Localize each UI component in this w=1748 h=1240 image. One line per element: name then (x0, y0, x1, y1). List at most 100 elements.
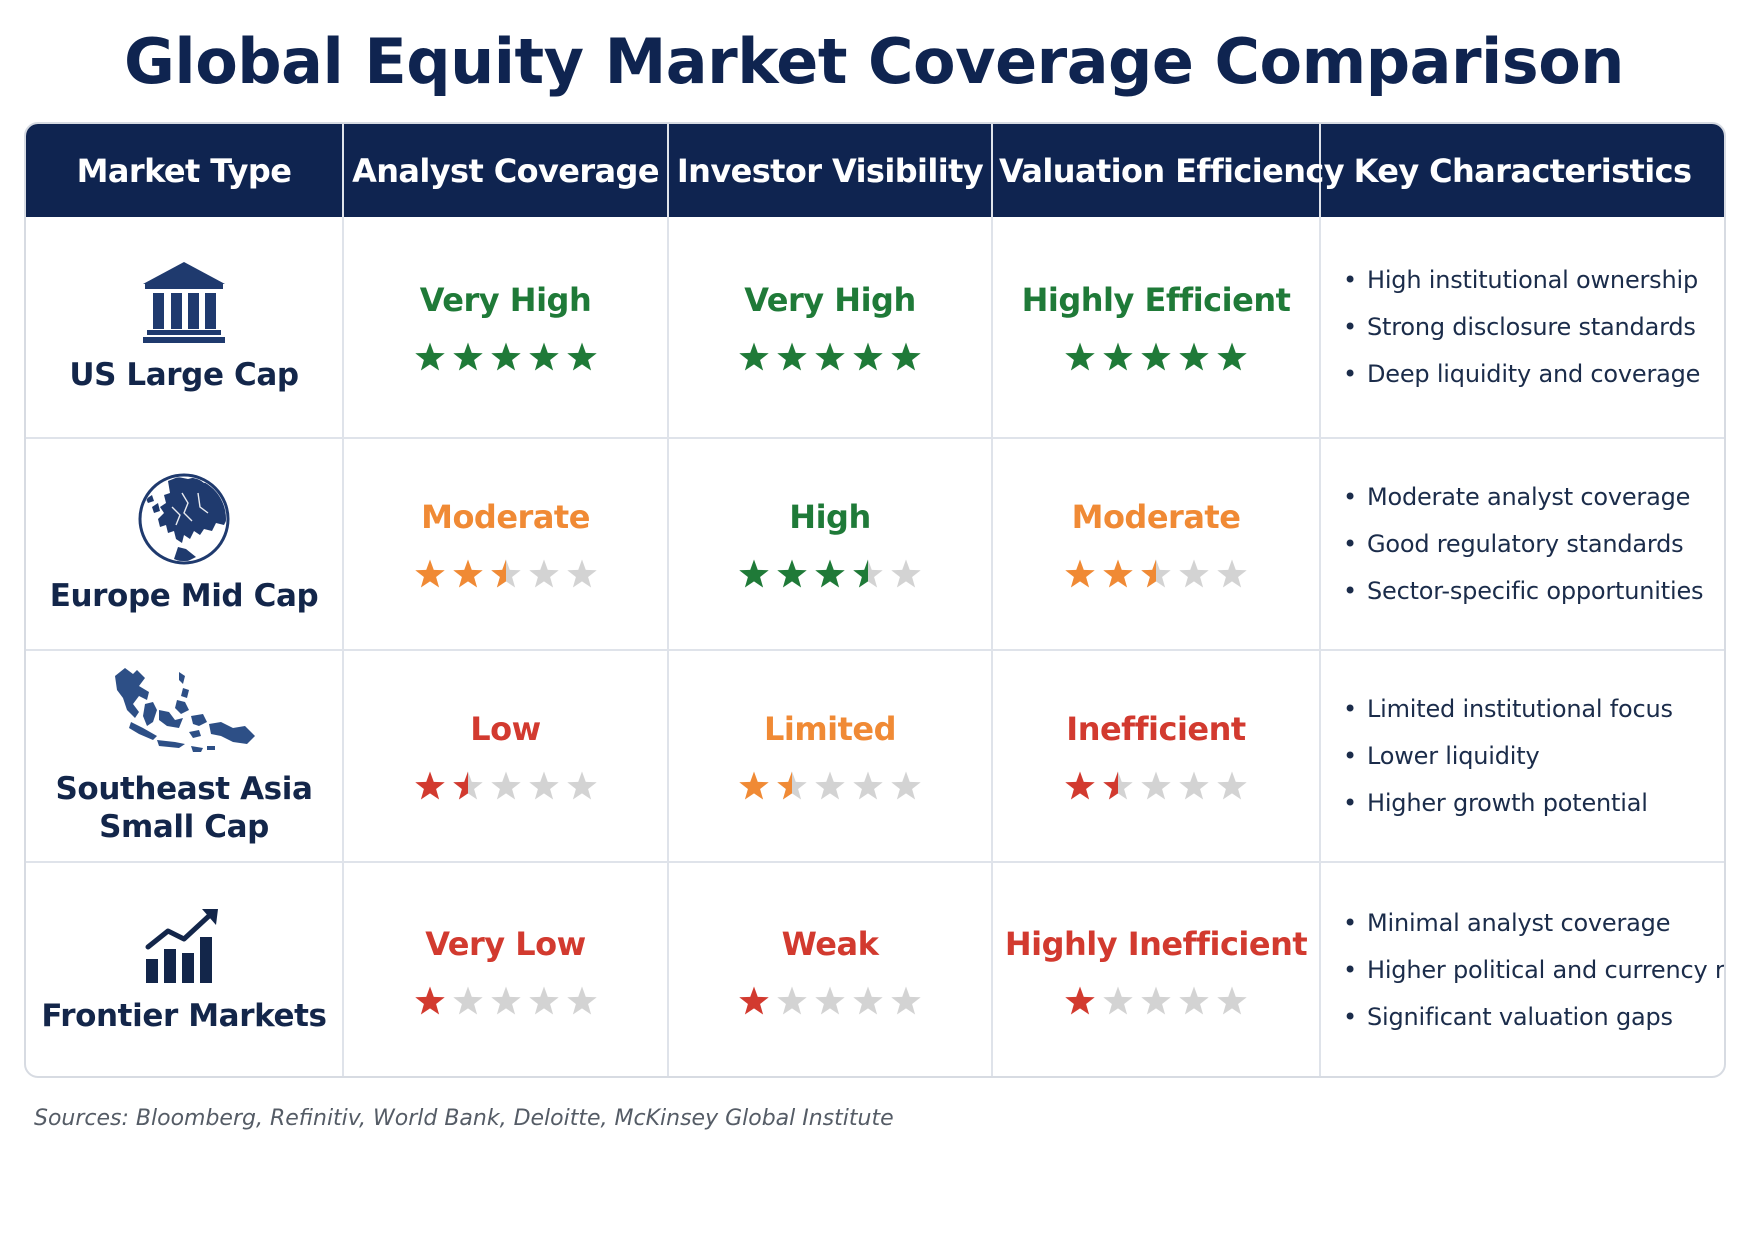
star-rating (344, 986, 667, 1018)
header-investor-visibility: Investor Visibility (668, 124, 993, 217)
rating-label: Inefficient (1066, 710, 1246, 748)
star-rating (669, 986, 991, 1018)
characteristics-list: High institutional ownership Strong disc… (1321, 257, 1724, 398)
market-name: Southeast Asia Small Cap (56, 770, 313, 846)
star-empty-icon (853, 771, 883, 800)
star-filled-icon (1103, 342, 1133, 371)
star-filled-icon (1065, 559, 1095, 588)
star-empty-icon (1103, 986, 1133, 1015)
star-filled-icon (566, 342, 597, 371)
star-half-icon (452, 771, 483, 800)
investor-visibility-cell: High (668, 438, 993, 651)
star-filled-icon (1141, 342, 1171, 371)
star-filled-icon (414, 771, 445, 800)
page-title: Global Equity Market Coverage Comparison (124, 25, 1624, 98)
list-item: High institutional ownership (1343, 257, 1724, 304)
analyst-coverage-cell: Very High (343, 217, 669, 439)
market-name: Europe Mid Cap (49, 578, 319, 614)
valuation-efficiency-cell: Highly Efficient (992, 217, 1321, 439)
list-item: Limited institutional focus (1343, 686, 1724, 733)
star-empty-icon (528, 986, 559, 1015)
star-filled-icon (528, 342, 559, 371)
key-characteristics-cell: High institutional ownership Strong disc… (1320, 217, 1724, 439)
star-filled-icon (815, 342, 845, 371)
star-filled-icon (1217, 342, 1247, 371)
star-empty-icon (566, 771, 597, 800)
star-empty-icon (891, 986, 921, 1015)
star-empty-icon (891, 771, 921, 800)
market-cell: Frontier Markets (26, 862, 344, 1076)
star-filled-icon (414, 559, 445, 588)
star-filled-icon (739, 771, 769, 800)
star-filled-icon (777, 342, 807, 371)
characteristics-list: Limited institutional focus Lower liquid… (1321, 686, 1724, 827)
comparison-table: Market Type Analyst Coverage Investor Vi… (24, 122, 1726, 1078)
star-filled-icon (739, 559, 769, 588)
star-empty-icon (452, 986, 483, 1015)
star-empty-icon (566, 559, 597, 588)
market-cell: Europe Mid Cap (26, 438, 344, 651)
list-item: Significant valuation gaps (1343, 994, 1724, 1041)
valuation-efficiency-cell: Inefficient (992, 650, 1321, 863)
star-filled-icon (414, 986, 445, 1015)
rating-label: Highly Efficient (1021, 281, 1291, 319)
star-half-icon (490, 559, 521, 588)
rating-label: Very Low (425, 924, 586, 963)
star-empty-icon (1179, 771, 1209, 800)
star-filled-icon (1065, 771, 1095, 800)
table-row: Frontier Markets Very Low Weak Highly In… (26, 862, 1724, 1076)
header-valuation-efficiency: Valuation Efficiency (992, 124, 1345, 217)
header-row: Market Type Analyst Coverage Investor Vi… (26, 124, 1724, 217)
rating-label: Moderate (1071, 498, 1241, 536)
star-filled-icon (414, 342, 445, 371)
sources-note: Sources: Bloomberg, Refinitiv, World Ban… (34, 1106, 894, 1131)
star-filled-icon (739, 342, 769, 371)
growth-chart-icon (145, 908, 218, 983)
rating-label: Low (470, 710, 541, 748)
valuation-efficiency-cell: Highly Inefficient (992, 862, 1321, 1076)
market-name: US Large Cap (69, 357, 299, 393)
list-item: Minimal analyst coverage (1343, 900, 1724, 947)
star-empty-icon (891, 559, 921, 588)
bank-building-icon (143, 262, 225, 343)
star-filled-icon (815, 559, 845, 588)
star-filled-icon (452, 342, 483, 371)
star-filled-icon (891, 342, 921, 371)
star-half-icon (1103, 771, 1133, 800)
analyst-coverage-cell: Very Low (343, 862, 669, 1076)
rating-label: Weak (781, 924, 879, 963)
list-item: Good regulatory standards (1343, 521, 1724, 568)
characteristics-list: Minimal analyst coverage Higher politica… (1321, 900, 1724, 1041)
key-characteristics-cell: Minimal analyst coverage Higher politica… (1320, 862, 1724, 1076)
list-item: Higher growth potential (1343, 780, 1724, 827)
valuation-efficiency-cell: Moderate (992, 438, 1321, 651)
key-characteristics-cell: Moderate analyst coverage Good regulator… (1320, 438, 1724, 651)
star-empty-icon (1179, 986, 1209, 1015)
star-empty-icon (566, 986, 597, 1015)
star-rating (669, 559, 991, 591)
star-empty-icon (1141, 771, 1171, 800)
market-name-line: Southeast Asia (55, 771, 313, 807)
star-empty-icon (490, 986, 521, 1015)
star-empty-icon (528, 771, 559, 800)
market-name: Frontier Markets (41, 997, 327, 1034)
list-item: Lower liquidity (1343, 733, 1724, 780)
star-rating (669, 342, 991, 374)
market-cell: US Large Cap (26, 217, 344, 439)
market-name-line: Small Cap (99, 809, 269, 845)
list-item: Moderate analyst coverage (1343, 474, 1724, 521)
star-half-icon (777, 771, 807, 800)
rating-label: High (789, 498, 871, 536)
star-filled-icon (490, 342, 521, 371)
star-empty-icon (1217, 559, 1247, 588)
investor-visibility-cell: Weak (668, 862, 993, 1076)
star-filled-icon (1065, 986, 1095, 1015)
star-filled-icon (853, 342, 883, 371)
list-item: Strong disclosure standards (1343, 304, 1724, 351)
star-rating (669, 771, 991, 803)
star-empty-icon (815, 771, 845, 800)
star-filled-icon (1179, 342, 1209, 371)
header-key-characteristics: Key Characteristics (1320, 124, 1724, 217)
investor-visibility-cell: Very High (668, 217, 993, 439)
